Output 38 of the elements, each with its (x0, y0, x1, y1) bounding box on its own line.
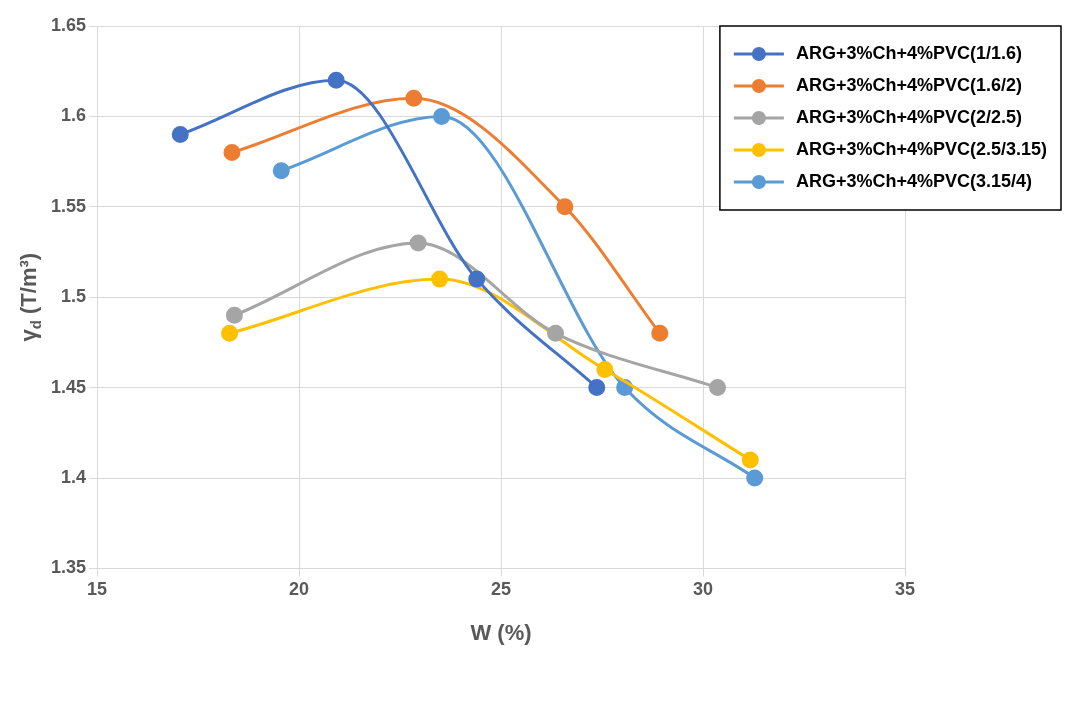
x-tick-label: 20 (289, 579, 310, 600)
point (588, 379, 606, 397)
x-tick-label: 25 (491, 579, 512, 600)
legend-label: ARG+3%Ch+4%PVC(1.6/2) (795, 74, 1022, 95)
point (225, 306, 243, 324)
y-tick-label: 1.6 (61, 105, 87, 126)
point (556, 198, 574, 216)
x-tick-label: 30 (692, 579, 714, 600)
point (171, 125, 189, 143)
legend-label: ARG+3%Ch+4%PVC(2/2.5) (795, 106, 1022, 127)
point (409, 234, 427, 252)
point (547, 324, 565, 342)
point (327, 71, 345, 89)
point (223, 144, 241, 162)
point (405, 89, 423, 107)
point (272, 162, 290, 180)
x-tick-label: 35 (894, 579, 916, 600)
y-tick-label: 1.55 (50, 195, 87, 216)
point (468, 270, 486, 288)
point (433, 107, 451, 125)
y-tick-label: 1.5 (61, 286, 87, 307)
y-axis-title: γd (T/m³) (16, 252, 44, 342)
y-tick-label: 1.45 (50, 376, 87, 397)
point (651, 324, 669, 342)
legend-label: ARG+3%Ch+4%PVC(3.15/4) (795, 170, 1032, 191)
point (221, 324, 239, 342)
legend-label: ARG+3%Ch+4%PVC(2.5/3.15) (795, 138, 1048, 159)
point (746, 469, 764, 487)
point (709, 379, 727, 397)
x-axis-title: W (%) (470, 620, 532, 646)
legend-label: ARG+3%Ch+4%PVC(1/1.6) (795, 42, 1022, 63)
point (431, 270, 449, 288)
y-tick-label: 1.4 (61, 466, 87, 487)
point (741, 451, 759, 469)
y-tick-label: 1.35 (50, 557, 87, 578)
y-tick-label: 1.65 (50, 14, 87, 35)
point (596, 361, 614, 379)
x-tick-label: 15 (87, 579, 108, 600)
